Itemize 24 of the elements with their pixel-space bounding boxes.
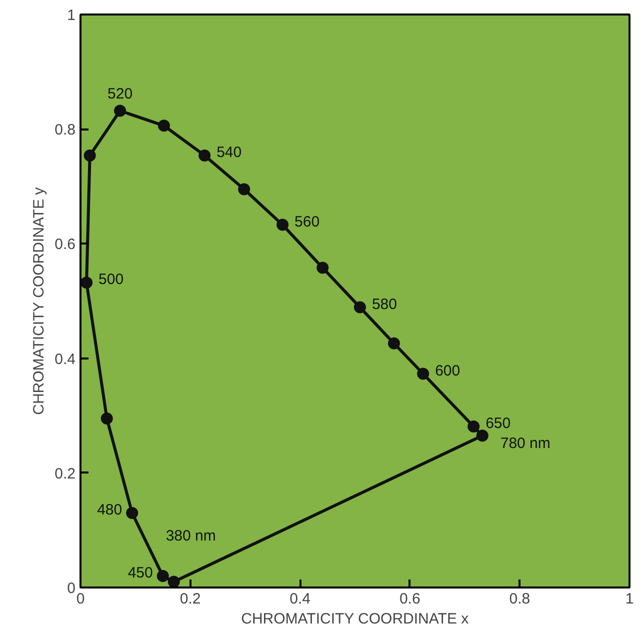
x-tick-label: 0.8: [509, 590, 530, 608]
y-tick-label: 1: [67, 7, 76, 24]
x-tick-label: 0.4: [290, 590, 311, 608]
annotation: 450: [128, 564, 153, 582]
y-tick-label: 0.8: [54, 122, 76, 139]
y-tick-label: 0.4: [54, 350, 76, 368]
y-axis-title: CHROMATICITY COORDINATE y: [30, 186, 48, 415]
y-tick-label: 0.2: [54, 465, 76, 482]
annotation: 500: [98, 271, 124, 288]
annotation: 600: [435, 362, 460, 380]
x-tick-label: 0.6: [399, 590, 420, 608]
annotation: 650: [486, 414, 511, 432]
annotation: 540: [216, 144, 242, 161]
annotation: 380 nm: [166, 527, 216, 544]
x-tick-label: 0.2: [180, 590, 201, 608]
annotation: 580: [372, 296, 397, 313]
annotation: 560: [294, 213, 320, 230]
y-tick-label: 0.6: [54, 236, 76, 254]
x-axis-title: CHROMATICITY COORDINATE x: [241, 610, 470, 628]
annotation: 780 nm: [500, 435, 550, 452]
x-tick-label: 1: [625, 590, 634, 608]
y-tick-label: 0: [67, 580, 76, 597]
annotation: 520: [108, 85, 133, 102]
annotation: 480: [97, 502, 122, 519]
